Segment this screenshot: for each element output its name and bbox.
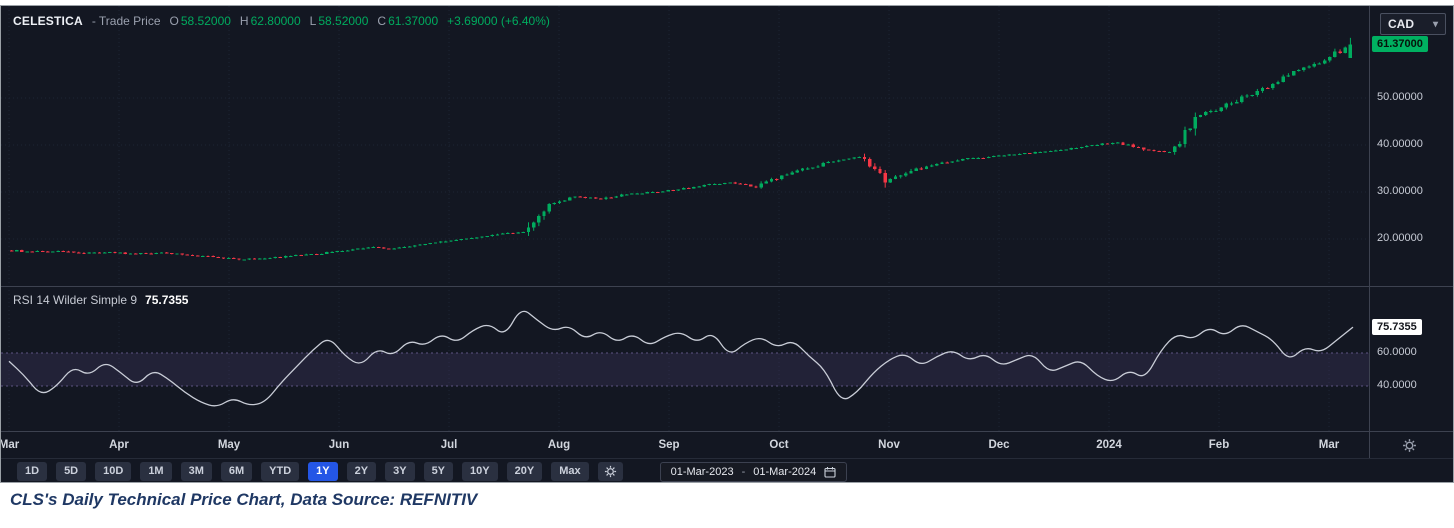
calendar-icon: [824, 466, 836, 478]
close-label: C: [377, 14, 387, 28]
time-axis-label: Apr: [109, 439, 129, 451]
range-button-3m[interactable]: 3M: [180, 462, 212, 481]
time-axis-label: Mar: [1318, 439, 1340, 451]
currency-label: CAD: [1388, 17, 1414, 31]
range-button-1d[interactable]: 1D: [17, 462, 48, 481]
open-label: O: [169, 14, 179, 28]
price-tick-label: 20.00000: [1377, 232, 1423, 244]
range-button-6m[interactable]: 6M: [220, 462, 253, 481]
date-range-picker[interactable]: 01-Mar-2023 - 01-Mar-2024: [659, 461, 848, 482]
low-value: 58.52000: [318, 14, 369, 28]
rsi-tick-label: 60.0000: [1377, 346, 1417, 358]
time-axis-label: Oct: [769, 439, 789, 451]
ohlc-open: O 58.52000: [170, 14, 231, 28]
high-label: H: [239, 14, 249, 28]
close-value: 61.37000: [388, 14, 439, 28]
caption: CLS's Daily Technical Price Chart, Data …: [10, 490, 478, 509]
rsi-chart[interactable]: [1, 286, 1369, 431]
range-button-5d[interactable]: 5D: [56, 462, 87, 481]
rsi-tick-label: 40.0000: [1377, 379, 1417, 391]
time-axis-label: May: [217, 439, 241, 451]
range-button-1y[interactable]: 1Y: [308, 462, 338, 481]
rsi-label: RSI 14 Wilder Simple 9: [13, 293, 138, 307]
time-axis: Mar Apr May Jun Jul Aug Sep Oct Nov Dec 2024 Feb Mar: [0, 431, 1453, 458]
rsi-axis-label: 75.7355: [1372, 319, 1422, 336]
range-button-5y[interactable]: 5Y: [423, 462, 454, 481]
symbol-name: CELESTICA: [13, 14, 83, 28]
date-to[interactable]: 01-Mar-2024: [753, 465, 817, 478]
chart-settings-gear-icon[interactable]: [597, 462, 623, 481]
low-label: L: [309, 14, 317, 28]
time-axis-label: Sep: [658, 439, 680, 451]
rsi-legend: RSI 14 Wilder Simple 9 75.7355: [13, 293, 188, 307]
time-axis-label: 2024: [1096, 439, 1122, 451]
time-axis-label: Jun: [328, 439, 350, 451]
toolbar: 1D 5D 10D 1M 3M 6M YTD 1Y 2Y 3Y 5Y 10Y 20Y Max 01-Mar…: [1, 458, 1453, 482]
price-chart[interactable]: [1, 6, 1369, 286]
ohlc-low: L 58.52000: [310, 14, 369, 28]
price-tick-label: 50.00000: [1377, 91, 1423, 103]
rsi-value: 75.7355: [145, 293, 189, 307]
chart-legend: CELESTICA - Trade Price O 58.52000 H 62.80…: [13, 14, 550, 28]
price-axis[interactable]: 61.37000 75.7355 50.00000 40.00000 30.0000…: [1369, 6, 1453, 458]
time-axis-label: Nov: [878, 439, 900, 451]
range-button-20y[interactable]: 20Y: [506, 462, 543, 481]
date-separator: -: [741, 465, 746, 478]
price-tick-label: 40.00000: [1377, 138, 1423, 150]
time-axis-label: Dec: [988, 439, 1010, 451]
time-axis-label: Jul: [440, 439, 458, 451]
chevron-down-icon: ▾: [1432, 18, 1438, 30]
ohlc-high: H 62.80000: [240, 14, 301, 28]
range-button-10y[interactable]: 10Y: [462, 462, 498, 481]
pane-divider: [1, 286, 1453, 287]
range-button-3y[interactable]: 3Y: [385, 462, 415, 481]
change-value: +3.69000 (+6.40%): [447, 14, 550, 28]
high-value: 62.80000: [250, 14, 301, 28]
range-button-1m[interactable]: 1M: [140, 462, 172, 481]
currency-dropdown[interactable]: CAD ▾: [1380, 13, 1446, 35]
time-axis-label: Feb: [1208, 439, 1230, 451]
ohlc-close: C 61.37000: [377, 14, 438, 28]
price-tick-label: 30.00000: [1377, 185, 1423, 197]
axis-settings-gear-icon[interactable]: [1402, 438, 1417, 458]
range-button-10d[interactable]: 10D: [95, 462, 132, 481]
range-button-ytd[interactable]: YTD: [261, 462, 300, 481]
series-label: - Trade Price: [91, 14, 161, 28]
date-from[interactable]: 01-Mar-2023: [670, 465, 734, 478]
range-buttons: 1D 5D 10D 1M 3M 6M YTD 1Y 2Y 3Y 5Y 10Y 20Y Max: [17, 462, 589, 481]
last-price-label: 61.37000: [1372, 35, 1428, 52]
open-value: 58.52000: [180, 14, 231, 28]
time-axis-label: Aug: [547, 439, 571, 451]
chart-shell: CELESTICA - Trade Price O 58.52000 H 62.80…: [0, 5, 1454, 483]
range-button-max[interactable]: Max: [551, 462, 589, 481]
range-button-2y[interactable]: 2Y: [346, 462, 377, 481]
time-axis-label: Mar: [0, 439, 20, 451]
